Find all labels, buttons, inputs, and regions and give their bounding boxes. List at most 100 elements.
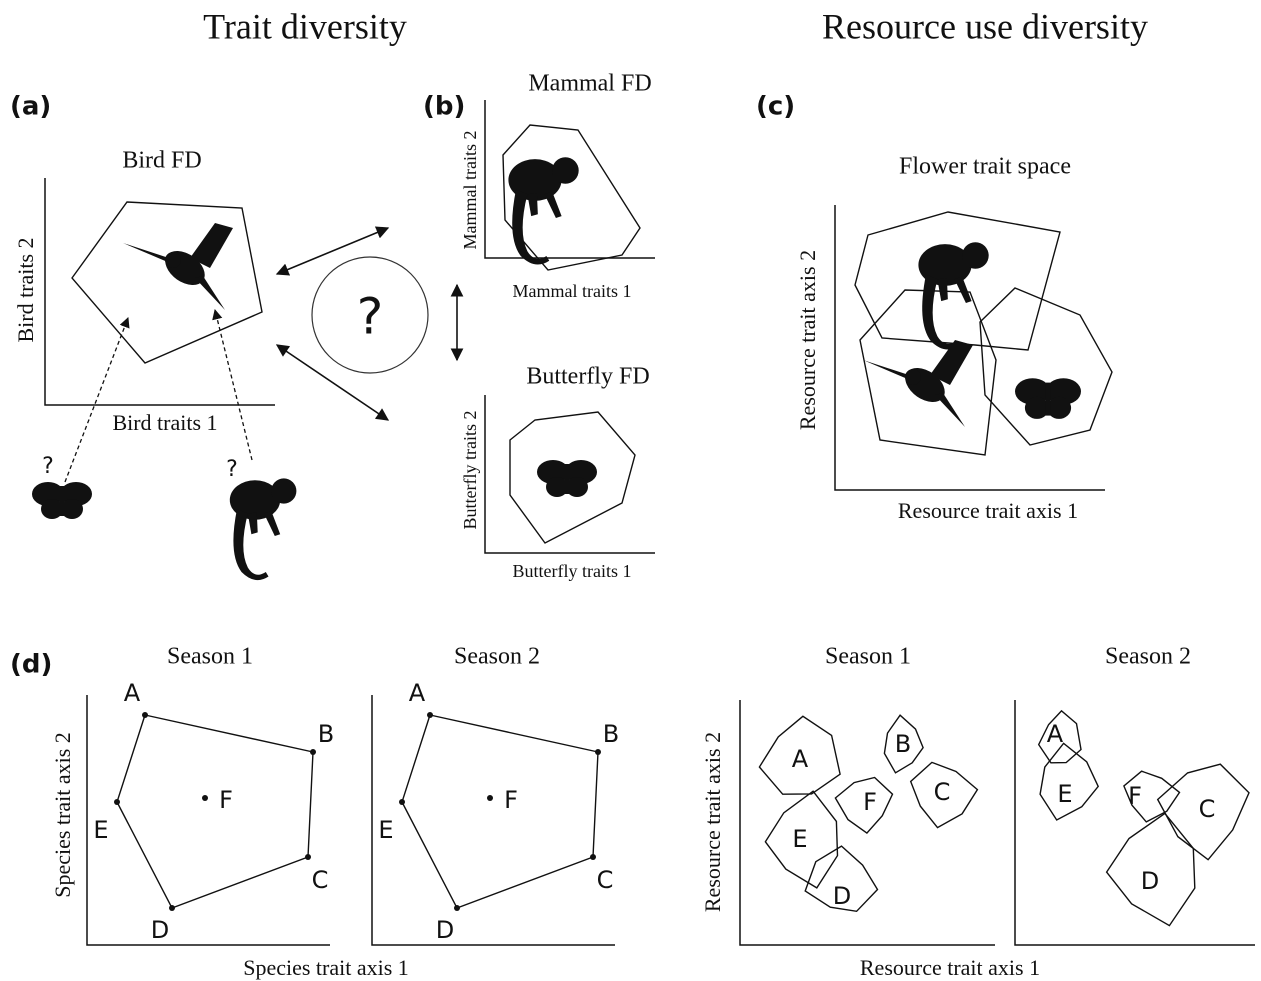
axes (484, 100, 655, 259)
mammal-silhouette (918, 242, 989, 350)
left-title: Trait diversity (203, 6, 407, 46)
group-label: A (1047, 720, 1064, 748)
point (595, 749, 601, 755)
season-title: Season 2 (1105, 644, 1191, 670)
point-label: E (378, 816, 393, 844)
y-axis-label: Mammal traits 2 (460, 131, 480, 250)
x-axis-label: Butterfly traits 1 (513, 561, 632, 581)
axes (484, 395, 655, 554)
hull (1039, 742, 1100, 821)
axes (86, 695, 330, 946)
group-label: F (1128, 782, 1142, 810)
axes (371, 695, 615, 946)
hull (1156, 763, 1250, 861)
hull (71, 201, 263, 364)
point (114, 799, 120, 805)
x-axis-label: Species trait axis 1 (243, 955, 409, 980)
point-label: D (436, 916, 454, 944)
panel-title: Mammal FD (528, 71, 651, 97)
butterfly-silhouette (1015, 378, 1081, 419)
hull (859, 289, 997, 456)
panel-title: Flower trait space (899, 154, 1071, 180)
hull (1037, 709, 1082, 764)
center-question: ? (357, 288, 384, 346)
group-label: C (934, 778, 951, 806)
question-mark: ? (42, 454, 54, 479)
group-label: D (1141, 867, 1159, 895)
point-label: C (597, 866, 614, 894)
point-label: D (151, 916, 169, 944)
x-axis-label: Resource trait axis 1 (898, 498, 1078, 523)
point (142, 712, 148, 718)
point-label: E (93, 816, 108, 844)
arrow (275, 344, 390, 421)
axes (1014, 700, 1255, 946)
axes (44, 178, 275, 406)
y-axis-label: Butterfly traits 2 (460, 411, 480, 530)
question-mark: ? (226, 457, 238, 482)
hull (979, 287, 1113, 446)
panel-label: (d) (10, 650, 52, 680)
mammal-silhouette (508, 157, 579, 265)
point-label: B (603, 720, 619, 748)
point (399, 799, 405, 805)
right-title: Resource use diversity (822, 6, 1148, 46)
panel-label: (b) (423, 92, 465, 122)
axes (739, 700, 995, 946)
hull (909, 761, 979, 829)
season-title: Season 1 (825, 644, 911, 670)
hull (834, 776, 894, 835)
panel-label: (a) (10, 92, 51, 122)
group-label: C (1199, 795, 1216, 823)
hull (502, 124, 641, 271)
butterfly-silhouette (32, 482, 92, 519)
y-axis-label: Species trait axis 2 (50, 732, 75, 898)
bird-silhouette (123, 223, 233, 310)
group-label: B (895, 730, 911, 758)
point (487, 795, 493, 801)
hull (804, 845, 879, 913)
group-label: D (833, 882, 851, 910)
point (590, 854, 596, 860)
x-axis-label: Bird traits 1 (112, 410, 217, 435)
group-label: E (1057, 780, 1072, 808)
point-label: C (312, 866, 329, 894)
panel-title: Butterfly FD (526, 364, 649, 390)
panel-label: (c) (756, 92, 795, 122)
point (202, 795, 208, 801)
hull (764, 790, 839, 889)
point-label: B (318, 720, 334, 748)
point (169, 905, 175, 911)
point-label: F (504, 786, 518, 814)
hull (854, 211, 1061, 351)
point-label: A (409, 679, 426, 707)
point-label: F (219, 786, 233, 814)
dashed-arrow (212, 308, 253, 461)
axes (834, 205, 1105, 491)
y-axis-label: Bird traits 2 (13, 237, 38, 342)
x-axis-label: Mammal traits 1 (513, 281, 632, 301)
y-axis-label: Resource trait axis 2 (795, 250, 820, 430)
mammal-silhouette (229, 478, 297, 581)
season-title: Season 1 (167, 644, 253, 670)
group-label: F (863, 788, 877, 816)
y-axis-label: Resource trait axis 2 (700, 732, 725, 912)
group-label: A (792, 745, 809, 773)
x-axis-label: Resource trait axis 1 (860, 955, 1040, 980)
group-label: E (792, 825, 807, 853)
hull (116, 714, 314, 909)
hull (509, 411, 636, 544)
point (305, 854, 311, 860)
arrow (275, 226, 390, 276)
butterfly-silhouette (537, 460, 597, 497)
hull (401, 714, 599, 909)
dashed-arrow (64, 317, 130, 483)
point (310, 749, 316, 755)
hull (1123, 770, 1181, 823)
panel-title: Bird FD (122, 148, 201, 174)
point (454, 905, 460, 911)
hull (883, 714, 924, 774)
hull (1105, 812, 1196, 927)
season-title: Season 2 (454, 644, 540, 670)
